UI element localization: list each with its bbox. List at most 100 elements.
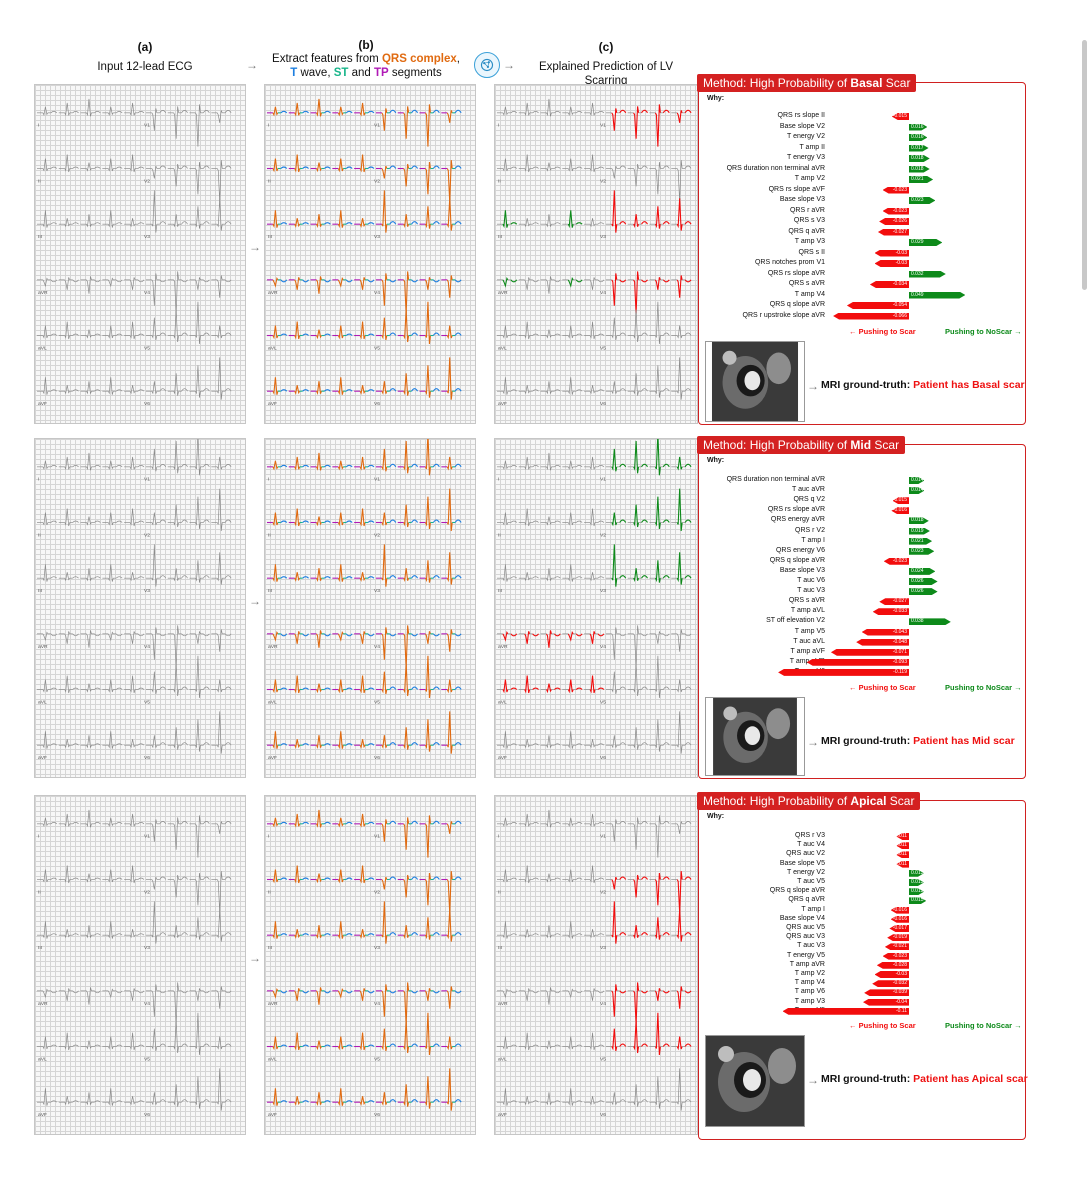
ecg-t-segment (181, 742, 188, 746)
ecg-qrs-segment (633, 1084, 639, 1107)
ecg-t-segment (619, 575, 627, 579)
ecg-qrs-segment (424, 439, 431, 476)
ecg-qrs-segment (611, 512, 618, 527)
ecg-t-segment (532, 333, 539, 336)
ecg-t-segment (203, 876, 210, 880)
ecg-qrs-segment (337, 817, 344, 828)
ecg-qrs-segment (567, 377, 574, 395)
ecg-t-segment (411, 932, 419, 936)
ecg-qrs-segment (294, 218, 301, 228)
ecg-qrs-segment (173, 625, 179, 668)
lead-label: V3 (600, 234, 606, 240)
ecg-t-segment (454, 876, 462, 880)
ecg-t-segment (597, 1044, 605, 1047)
feature-label: QRS q aVR (788, 227, 825, 235)
ecg-qrs-segment (294, 321, 301, 340)
ecg-qrs-segment (546, 516, 552, 526)
ecg-qrs-segment (294, 675, 301, 694)
ecg-t-segment (389, 990, 397, 994)
ecg-qrs-segment (107, 377, 114, 395)
ecg-qrs-segment (567, 679, 574, 694)
scar-contribution-bar: -0.043 (861, 628, 909, 636)
ecg-qrs-segment (86, 516, 92, 526)
ecg-t-segment (597, 1100, 605, 1103)
feature-label: QRS r V3 (795, 832, 825, 839)
feature-value: 0.013 (911, 888, 924, 895)
ecg-t-segment (684, 990, 692, 994)
feature-label: Base slope V3 (779, 196, 825, 203)
ecg-t-segment (94, 333, 101, 336)
ecg-qrs-segment (316, 1092, 322, 1107)
ecg-t-segment (159, 165, 167, 169)
ecg-t-segment (411, 279, 418, 283)
legend-push-to-noscar: Pushing to NoScar → (945, 327, 1022, 336)
noscar-contribution-bar: 0.021 (909, 538, 932, 545)
ecg-qrs-segment (403, 163, 410, 187)
ecg-qrs-segment (676, 711, 683, 754)
ecg-qrs-segment (173, 271, 179, 314)
feature-value: -0.093 (892, 658, 907, 665)
ecg-t-segment (367, 743, 375, 746)
ecg-qrs-segment (381, 627, 388, 660)
ecg-t-segment (137, 933, 145, 936)
ecg-t-segment (684, 876, 692, 880)
ecg-t-segment (137, 389, 145, 392)
ecg-t-segment (432, 742, 440, 746)
ecg-qrs-segment (502, 106, 509, 116)
ecg-t-segment (510, 576, 518, 579)
ecg-t-segment (345, 222, 353, 225)
ecg-t-segment (72, 464, 79, 468)
ecg-t-segment (280, 821, 288, 825)
ecg-t-segment (137, 687, 145, 690)
lead-label: III (498, 588, 502, 594)
ecg-qrs-segment (195, 496, 201, 530)
ecg-t-segment (454, 1099, 462, 1103)
ecg-t-segment (663, 742, 670, 746)
lead-label: V5 (374, 1056, 380, 1062)
ecg-t-segment (663, 633, 670, 637)
ecg-t-segment (50, 110, 58, 114)
ecg-t-segment (532, 389, 539, 392)
ecg-qrs-segment (151, 819, 158, 842)
ecg-qrs-segment (216, 986, 223, 1009)
ecg-qrs-segment (107, 460, 114, 470)
header-b-letter: (b) (358, 38, 374, 52)
ecg-qrs-segment (195, 872, 201, 906)
ecg-t-segment (684, 686, 692, 690)
ecg-t-segment (367, 933, 375, 936)
ecg-qrs-segment (107, 817, 114, 827)
ecg-t-segment (641, 686, 648, 690)
ecg-qrs-segment (567, 210, 574, 229)
scrollbar[interactable] (1082, 40, 1087, 290)
panel-title-suffix: Scar (886, 794, 915, 808)
lead-label: V4 (374, 644, 380, 650)
ecg-t-segment (50, 687, 58, 690)
lead-label: III (498, 945, 502, 951)
ecg-qrs-segment (316, 452, 322, 471)
ecg-t-segment (532, 687, 539, 690)
lead-label: aVF (268, 1112, 277, 1118)
lead-label: aVL (38, 345, 47, 351)
ecg-qrs-segment (107, 277, 114, 288)
ecg-qrs-segment (42, 1088, 49, 1106)
ecg-qrs-segment (294, 154, 301, 173)
ecg-qrs-segment (129, 1096, 136, 1106)
feature-label: T energy V5 (786, 951, 825, 959)
ecg-qrs-segment (403, 727, 410, 750)
ecg-t-segment (389, 575, 397, 579)
ecg-qrs-segment (107, 210, 114, 228)
ecg-qrs-segment (173, 568, 179, 582)
ecg-t-segment (280, 1100, 288, 1103)
ecg-t-segment (641, 1043, 648, 1047)
ecg-t-segment (203, 686, 210, 690)
ecg-t-segment (224, 1099, 232, 1103)
ecg-t-segment (137, 743, 145, 746)
ecg-qrs-segment (676, 456, 683, 471)
ecg-t-segment (684, 633, 692, 637)
ecg-t-segment (554, 687, 561, 690)
ecg-qrs-segment (446, 159, 453, 203)
ecg-t-segment (597, 821, 605, 825)
ecg-qrs-segment (337, 460, 344, 471)
ecg-t-segment (510, 389, 518, 392)
ecg-qrs-segment (173, 214, 179, 228)
